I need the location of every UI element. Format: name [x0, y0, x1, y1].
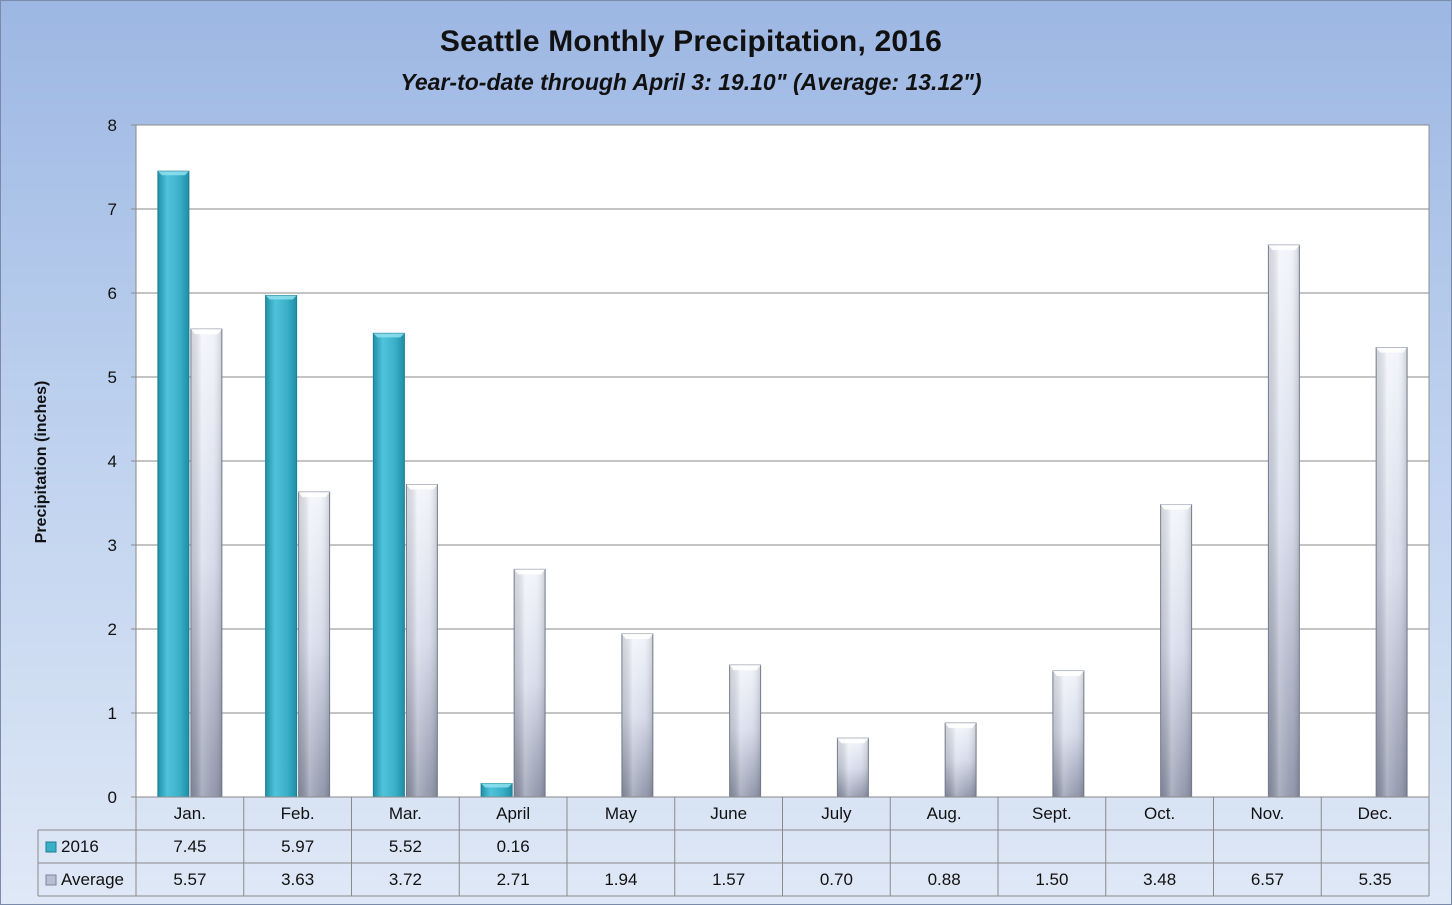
table-value: 2.71 [497, 870, 530, 889]
x-category-label: June [710, 804, 747, 823]
bar-shade [621, 634, 653, 797]
bar-body [265, 295, 298, 798]
bar-bevel [1376, 347, 1408, 353]
y-tick-label: 2 [108, 620, 117, 639]
chart-title: Seattle Monthly Precipitation, 2016 [439, 25, 943, 58]
bar-average [513, 568, 546, 798]
x-category-label: Feb. [281, 804, 315, 823]
x-category-label: Sept. [1032, 804, 1072, 823]
bar-body [157, 170, 190, 798]
bar-bevel [729, 665, 761, 671]
table-value: 5.57 [173, 870, 206, 889]
table-value: 5.35 [1359, 870, 1392, 889]
bar-average [405, 484, 438, 798]
bar-shade [514, 569, 546, 797]
table-value: 3.63 [281, 870, 314, 889]
legend-entry-average: Average [45, 870, 124, 889]
bar-2016 [480, 783, 513, 798]
bar-average [190, 328, 223, 798]
bar-shade [729, 665, 761, 797]
bar-average [1052, 670, 1085, 798]
bar-average [298, 491, 331, 798]
table-value: 1.57 [712, 870, 745, 889]
table-value: 5.52 [389, 837, 422, 856]
bar-average [729, 664, 762, 798]
x-category-label: Nov. [1251, 804, 1285, 823]
x-category-label: April [496, 804, 530, 823]
bar-shade [1376, 347, 1408, 797]
x-category-label: Oct. [1144, 804, 1175, 823]
plot-area [135, 124, 1430, 798]
x-category-label: July [821, 804, 852, 823]
bar-bevel [1268, 245, 1300, 251]
y-tick-label: 6 [108, 284, 117, 303]
y-tick-label: 1 [108, 704, 117, 723]
x-category-label: Mar. [389, 804, 422, 823]
bar-shade [1052, 671, 1084, 797]
bar-average [621, 633, 654, 798]
y-tick-label: 5 [108, 368, 117, 387]
table-value: 3.72 [389, 870, 422, 889]
x-category-label: Dec. [1358, 804, 1393, 823]
bar-bevel [157, 171, 189, 176]
bar-bevel [190, 329, 222, 335]
bar-average [836, 737, 869, 798]
y-tick-label: 4 [108, 452, 117, 471]
bar-average [1267, 244, 1300, 798]
table-value: 3.48 [1143, 870, 1176, 889]
table-value: 0.16 [497, 837, 530, 856]
legend-label: 2016 [61, 837, 99, 856]
legend-label: Average [61, 870, 124, 889]
table-value: 1.94 [604, 870, 637, 889]
bar-bevel [621, 634, 653, 640]
bar-bevel [481, 783, 513, 788]
table-value: 1.50 [1035, 870, 1068, 889]
bar-shade [837, 738, 869, 797]
axis: 0 1 2 3 4 5 6 7 8 [108, 116, 137, 807]
bar-bevel [837, 738, 869, 744]
table-value: 7.45 [173, 837, 206, 856]
legend-entry-2016: 2016 [45, 837, 99, 856]
bar-bevel [945, 723, 977, 729]
chart-subtitle: Year-to-date through April 3: 19.10" (Av… [400, 69, 982, 95]
y-tick-label: 8 [108, 116, 117, 135]
bar-shade [190, 329, 222, 797]
x-category-label: Jan. [174, 804, 206, 823]
data-table: Jan. Feb. Mar. April May June July Aug. Sept. Oct… [37, 796, 1430, 897]
bar-bevel [406, 484, 438, 490]
bar-average [1375, 347, 1408, 798]
bar-shade [406, 484, 438, 797]
bar-shade [298, 492, 330, 797]
bar-body [372, 332, 405, 798]
bar-bevel [265, 295, 297, 300]
bar-bevel [298, 492, 330, 498]
y-tick-label: 7 [108, 200, 117, 219]
table-value: 6.57 [1251, 870, 1284, 889]
bar-shade [945, 723, 977, 797]
bar-average [1160, 504, 1193, 798]
x-category-label: Aug. [927, 804, 962, 823]
bar-2016 [265, 295, 298, 798]
bar-2016 [372, 332, 405, 798]
bar-bevel [514, 569, 546, 575]
bar-average [944, 722, 977, 798]
legend-swatch [45, 841, 57, 853]
bar-2016 [157, 170, 190, 798]
bar-bevel [373, 333, 405, 338]
bar-shade [1160, 504, 1192, 797]
x-category-label: May [605, 804, 638, 823]
legend-swatch [45, 874, 57, 886]
bar-bevel [1052, 671, 1084, 676]
bar-shade [1268, 245, 1300, 797]
table-value: 0.70 [820, 870, 853, 889]
y-tick-label: 3 [108, 536, 117, 555]
table-value: 0.88 [928, 870, 961, 889]
bars [157, 170, 1408, 798]
table-value: 5.97 [281, 837, 314, 856]
bar-bevel [1160, 504, 1192, 510]
y-tick-label: 0 [108, 788, 117, 807]
